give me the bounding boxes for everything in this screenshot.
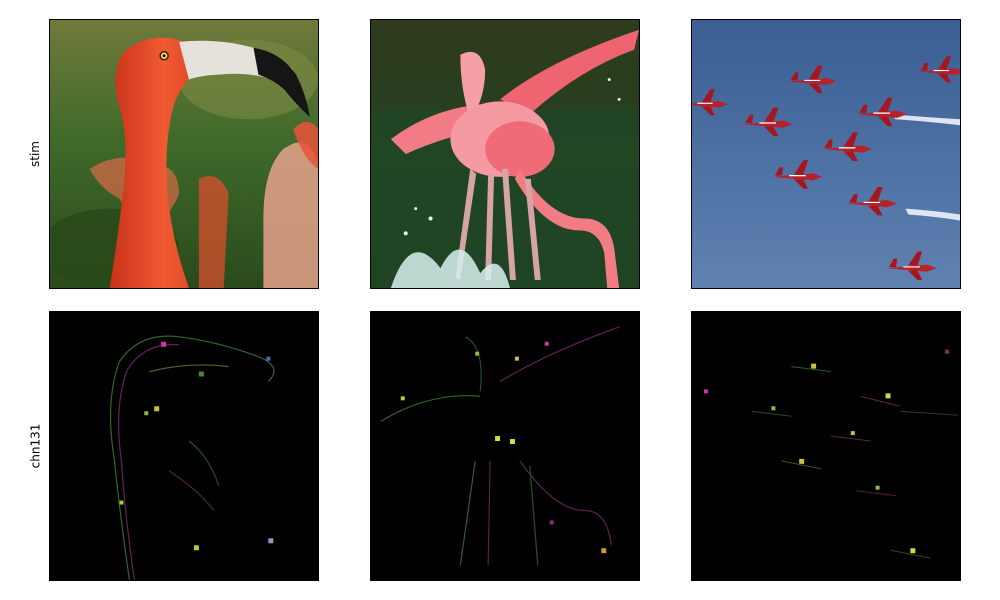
row-label-text: stim	[28, 141, 43, 167]
channel-response-map-jets	[691, 311, 961, 581]
channel-response-map-flamingos-water	[370, 311, 640, 581]
response-map-3	[692, 312, 960, 580]
flamingo-head-picture	[50, 20, 318, 288]
response-map-1	[50, 312, 318, 580]
channel-response-map-flamingo-head	[49, 311, 319, 581]
row-label-chn131: chn131	[25, 311, 45, 581]
row-label-text: chn131	[28, 423, 42, 469]
row-label-stim: stim	[25, 19, 45, 289]
stim-image-jets	[691, 19, 961, 289]
jets-picture	[692, 20, 960, 288]
stim-image-flamingos-water	[370, 19, 640, 289]
flamingos-water-picture	[371, 20, 639, 288]
stim-image-flamingo-head	[49, 19, 319, 289]
response-map-2	[371, 312, 639, 580]
